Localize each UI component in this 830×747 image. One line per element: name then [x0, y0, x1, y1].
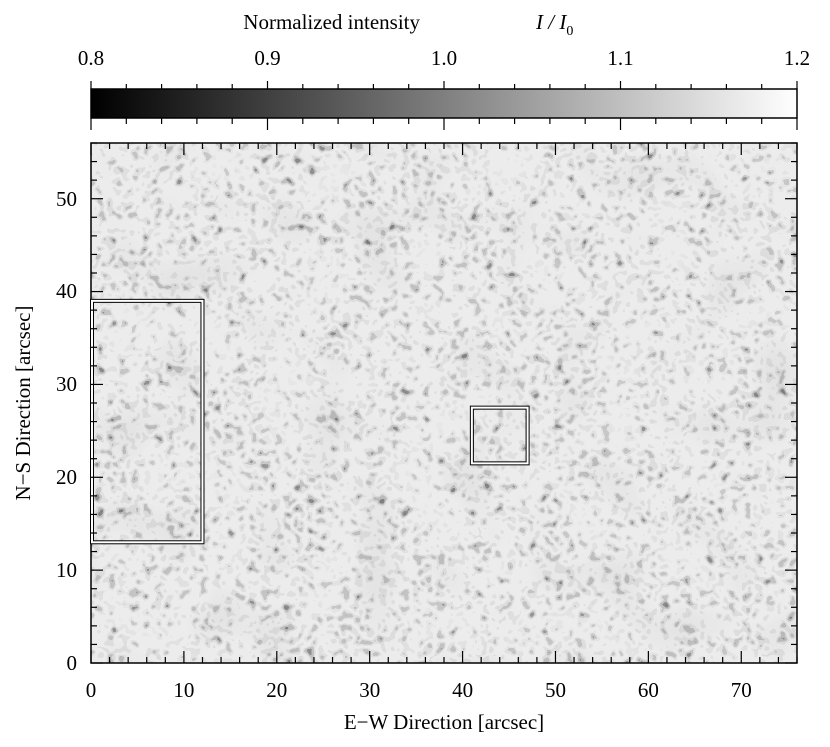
y-tick-label: 30 — [56, 372, 77, 396]
colorbar: Normalized intensity I / I0 0.8 0.9 1.0 … — [78, 10, 810, 130]
y-tick-label: 20 — [56, 465, 77, 489]
small-region-box — [470, 406, 529, 465]
colorbar-ticks — [90, 81, 798, 130]
y-tick-label: 40 — [56, 279, 77, 303]
colorbar-tick-label: 1.0 — [431, 46, 457, 70]
x-axis-ticks — [90, 143, 798, 663]
x-tick-label: 10 — [173, 678, 194, 702]
colorbar-symbol-subscript: 0 — [566, 24, 573, 39]
x-tick-label: 0 — [86, 678, 97, 702]
x-tick-label: 40 — [452, 678, 473, 702]
y-tick-labels: 0 10 20 30 40 50 — [56, 187, 77, 675]
colorbar-tick-label: 0.8 — [78, 46, 104, 70]
y-tick-label: 10 — [56, 558, 77, 582]
x-tick-labels: 0 10 20 30 40 50 60 70 — [86, 678, 752, 702]
y-tick-label: 50 — [56, 187, 77, 211]
x-tick-label: 30 — [359, 678, 380, 702]
x-axis-title: E−W Direction [arcsec] — [344, 710, 544, 734]
y-tick-label: 0 — [67, 651, 78, 675]
colorbar-label-symbol: I / I0 — [535, 10, 573, 39]
y-axis-ticks — [91, 142, 797, 664]
y-axis-title: N−S Direction [arcsec] — [11, 306, 35, 501]
colorbar-tick-label: 1.2 — [784, 46, 810, 70]
colorbar-tick-label: 1.1 — [607, 46, 633, 70]
colorbar-label: Normalized intensity — [243, 10, 420, 34]
colorbar-gradient — [90, 88, 798, 119]
colorbar-tick-label: 0.9 — [254, 46, 280, 70]
granulation-image — [91, 143, 797, 663]
x-tick-label: 20 — [266, 678, 287, 702]
colorbar-tick-labels: 0.8 0.9 1.0 1.1 1.2 — [78, 46, 810, 70]
granulation-texture — [91, 143, 797, 663]
x-tick-label: 60 — [638, 678, 659, 702]
colorbar-symbol: I / I — [535, 10, 567, 34]
x-tick-label: 70 — [731, 678, 752, 702]
x-tick-label: 50 — [545, 678, 566, 702]
